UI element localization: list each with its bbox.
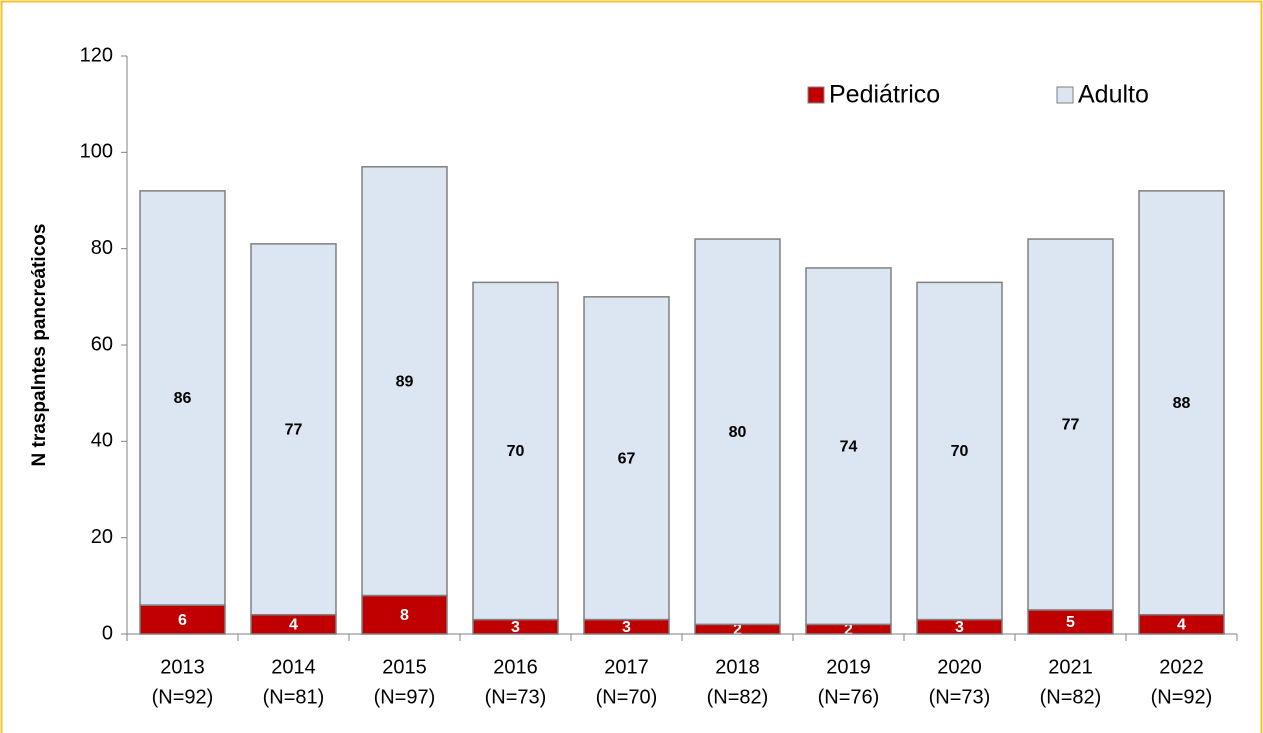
legend-label: Adulto [1078, 81, 1149, 109]
x-tick-label: (N=82) [707, 686, 769, 708]
y-tick-label: 0 [102, 622, 113, 644]
bar-segment [250, 243, 337, 616]
y-tick-label: 100 [80, 141, 113, 163]
legend-swatch [807, 86, 825, 104]
x-tick-label: 2015 [382, 656, 427, 678]
bar-segment [805, 267, 892, 626]
bar-segment [139, 190, 226, 606]
y-axis-title: N traspalntes pancreáticos [29, 224, 50, 467]
y-tick-label: 60 [91, 333, 113, 355]
y-tick-label: 120 [80, 44, 113, 66]
x-tick-label: (N=73) [929, 686, 991, 708]
data-label: 80 [729, 424, 747, 441]
data-label: 70 [951, 443, 969, 460]
data-label: 3 [622, 619, 631, 636]
data-label: 86 [174, 390, 192, 407]
legend-label: Pediátrico [829, 81, 940, 109]
data-label: 6 [178, 612, 187, 629]
data-label: 74 [840, 438, 858, 455]
x-tick-label: 2020 [937, 656, 982, 678]
bar-segment [1138, 190, 1225, 616]
x-tick-label: (N=81) [263, 686, 325, 708]
data-label: 3 [955, 619, 964, 636]
bar-segment [694, 238, 781, 626]
y-tick-label: 20 [91, 526, 113, 548]
data-label: 88 [1173, 395, 1191, 412]
data-label: 89 [396, 373, 414, 390]
data-label: 4 [1177, 617, 1186, 634]
x-tick-label: 2014 [271, 656, 316, 678]
data-label: 70 [507, 443, 525, 460]
bar-segment [472, 281, 559, 621]
x-tick-label: (N=70) [596, 686, 658, 708]
x-tick-label: 2022 [1159, 656, 1204, 678]
y-tick-label: 40 [91, 430, 113, 452]
x-tick-label: (N=73) [485, 686, 547, 708]
data-label: 8 [400, 607, 409, 624]
x-tick-label: (N=97) [374, 686, 436, 708]
bar-segment [916, 281, 1003, 621]
x-tick-label: 2018 [715, 656, 760, 678]
bar-segment [583, 296, 670, 621]
data-label: 77 [1062, 417, 1080, 434]
data-label: 5 [1066, 614, 1075, 631]
data-label: 2 [844, 621, 853, 638]
y-tick-label: 80 [91, 237, 113, 259]
data-label: 2 [733, 621, 742, 638]
x-tick-label: 2021 [1048, 656, 1093, 678]
x-tick-label: 2019 [826, 656, 871, 678]
legend-swatch [1056, 86, 1074, 104]
bar-segment [361, 166, 448, 597]
data-label: 3 [511, 619, 520, 636]
x-tick-label: (N=76) [818, 686, 880, 708]
data-label: 4 [289, 617, 298, 634]
x-tick-label: (N=92) [1151, 686, 1213, 708]
x-tick-label: 2017 [604, 656, 649, 678]
data-label: 67 [618, 450, 636, 467]
x-tick-label: (N=82) [1040, 686, 1102, 708]
data-label: 77 [285, 422, 303, 439]
x-tick-label: 2013 [160, 656, 205, 678]
bar-segment [1027, 238, 1114, 611]
x-tick-label: 2016 [493, 656, 538, 678]
x-tick-label: (N=92) [152, 686, 214, 708]
